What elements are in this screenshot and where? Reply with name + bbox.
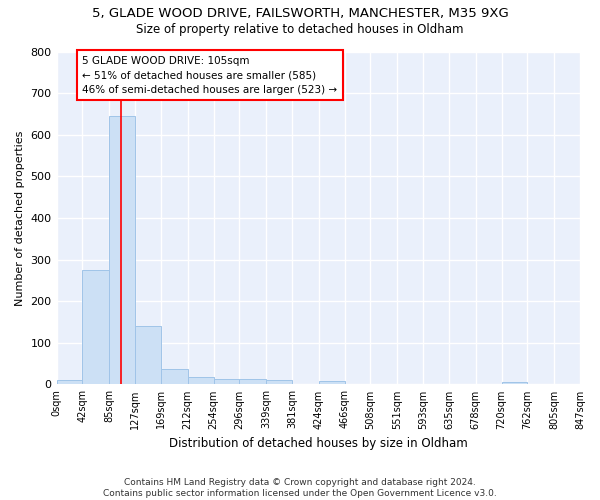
Text: Contains HM Land Registry data © Crown copyright and database right 2024.
Contai: Contains HM Land Registry data © Crown c… — [103, 478, 497, 498]
Bar — [239, 379, 266, 384]
X-axis label: Distribution of detached houses by size in Oldham: Distribution of detached houses by size … — [169, 437, 467, 450]
Text: Size of property relative to detached houses in Oldham: Size of property relative to detached ho… — [136, 22, 464, 36]
Bar — [502, 382, 527, 384]
Bar — [82, 270, 109, 384]
Bar — [188, 377, 214, 384]
Bar — [161, 368, 188, 384]
Bar — [266, 380, 292, 384]
Bar — [109, 116, 135, 384]
Y-axis label: Number of detached properties: Number of detached properties — [15, 130, 25, 306]
Bar — [214, 379, 239, 384]
Text: 5, GLADE WOOD DRIVE, FAILSWORTH, MANCHESTER, M35 9XG: 5, GLADE WOOD DRIVE, FAILSWORTH, MANCHES… — [92, 8, 508, 20]
Bar — [56, 380, 82, 384]
Text: 5 GLADE WOOD DRIVE: 105sqm
← 51% of detached houses are smaller (585)
46% of sem: 5 GLADE WOOD DRIVE: 105sqm ← 51% of deta… — [82, 56, 338, 96]
Bar — [319, 381, 344, 384]
Bar — [135, 326, 161, 384]
